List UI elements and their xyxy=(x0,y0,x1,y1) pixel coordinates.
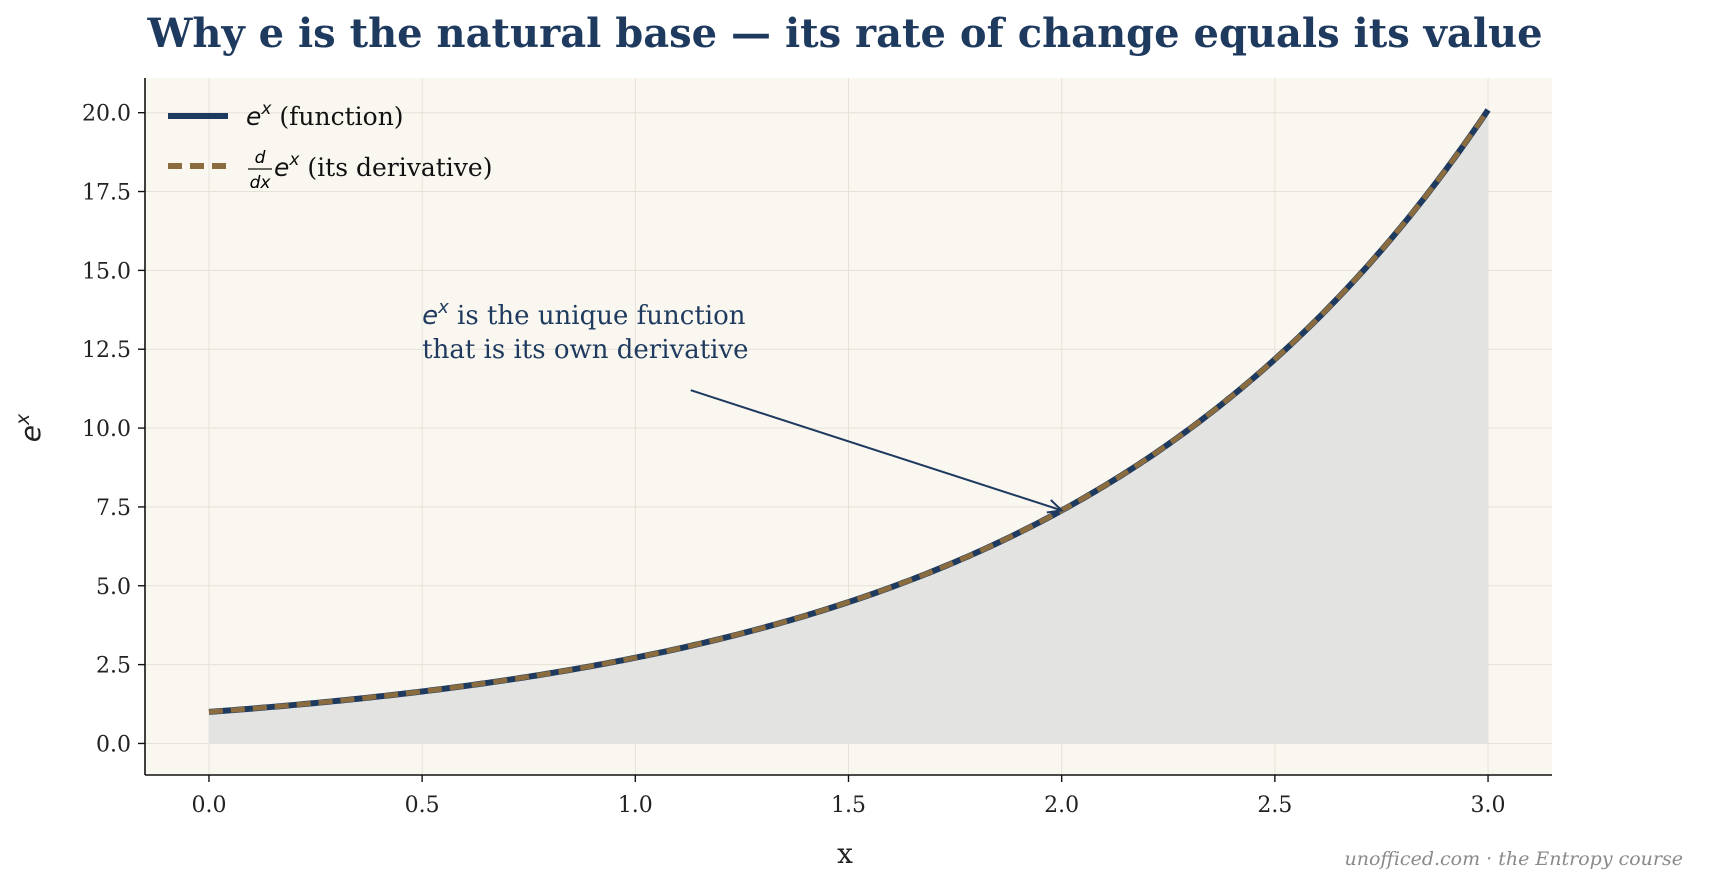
legend-function-sup: x xyxy=(260,99,272,119)
legend-label-derivative: ex (its derivative) xyxy=(274,150,492,182)
y-tick-label-1: 2.5 xyxy=(96,654,131,679)
credit-text: unofficed.com · the Entropy course xyxy=(1344,848,1683,870)
series-layer xyxy=(208,108,1491,715)
x-tick-label-5: 2.5 xyxy=(1257,793,1292,818)
annotation-line-1-suffix: is the unique function xyxy=(449,301,746,331)
y-tick-label-5: 12.5 xyxy=(82,338,131,363)
y-axis-label-base: e xyxy=(14,425,47,442)
x-axis-ticks: 0.0 0.5 1.0 1.5 2.0 2.5 3.0 xyxy=(191,775,1506,818)
legend-derivative-frac-num: d xyxy=(255,148,266,168)
legend-derivative-math: e xyxy=(274,153,289,182)
x-tick-label-0: 0.0 xyxy=(191,793,226,818)
legend-derivative-suffix: (its derivative) xyxy=(299,153,492,182)
y-tick-label-3: 7.5 xyxy=(96,496,131,521)
series-line-1 xyxy=(208,108,1491,715)
legend-derivative-sup: x xyxy=(288,150,300,170)
y-tick-label-8: 20.0 xyxy=(82,102,131,127)
x-tick-label-6: 3.0 xyxy=(1471,793,1506,818)
x-tick-label-1: 0.5 xyxy=(405,793,440,818)
y-tick-label-0: 0.0 xyxy=(96,732,131,757)
y-tick-label-2: 5.0 xyxy=(96,575,131,600)
annotation-line-2: that is its own derivative xyxy=(422,335,748,365)
x-tick-label-3: 1.5 xyxy=(831,793,866,818)
y-tick-label-6: 15.0 xyxy=(82,259,131,284)
annotation-line-1: ex is the unique function xyxy=(422,297,746,331)
x-axis-label: x xyxy=(837,837,853,870)
legend: ex (function) d dx ex (its derivative) xyxy=(168,99,492,193)
legend-derivative-frac-den: dx xyxy=(250,173,272,193)
annotation-arrow xyxy=(690,389,1062,512)
annotation: ex is the unique function that is its ow… xyxy=(422,297,1064,514)
area-under-curve xyxy=(208,109,1489,744)
y-tick-label-4: 10.0 xyxy=(82,417,131,442)
annotation-arrowhead xyxy=(1046,499,1064,514)
x-tick-label-2: 1.0 xyxy=(618,793,653,818)
annotation-math: e xyxy=(422,301,438,331)
legend-function-suffix: (function) xyxy=(271,102,403,131)
y-axis-label-superscript: x xyxy=(12,413,34,426)
annotation-sup: x xyxy=(437,297,449,318)
legend-label-function: ex (function) xyxy=(246,99,404,131)
y-tick-label-7: 17.5 xyxy=(82,181,131,206)
chart-title: Why e is the natural base — its rate of … xyxy=(146,10,1542,57)
legend-function-math: e xyxy=(246,102,261,131)
x-tick-label-4: 2.0 xyxy=(1044,793,1079,818)
y-axis-label: ex xyxy=(12,413,47,442)
y-axis-ticks: 0.0 2.5 5.0 7.5 10.0 12.5 15.0 17.5 20.0 xyxy=(82,102,145,757)
